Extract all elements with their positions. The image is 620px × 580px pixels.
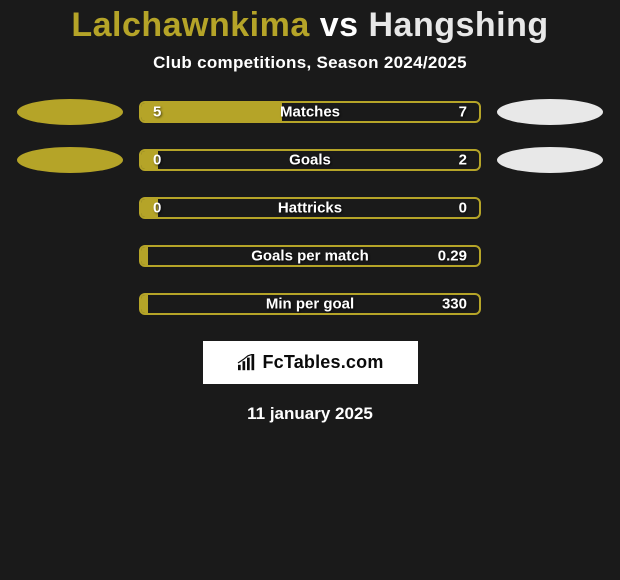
player-b-name: Hangshing [368, 6, 548, 44]
ellipse-spacer [17, 243, 123, 269]
stat-row: Min per goal 330 [0, 293, 620, 315]
stat-label: Hattricks [278, 200, 342, 217]
stat-label: Min per goal [266, 296, 354, 313]
stat-right-value: 2 [459, 152, 467, 169]
page-title: Lalchawnkima vs Hangshing [0, 0, 620, 45]
stat-bar: 5 Matches 7 [139, 101, 481, 123]
stat-label: Matches [280, 104, 340, 121]
date-label: 11 january 2025 [0, 404, 620, 424]
ellipse-spacer [17, 195, 123, 221]
player-a-name: Lalchawnkima [71, 6, 309, 44]
stat-bar-fill [141, 247, 148, 265]
brand-name: FcTables.com [262, 352, 383, 373]
stat-bar: 0 Goals 2 [139, 149, 481, 171]
ellipse-spacer [497, 243, 603, 269]
stat-bar: Goals per match 0.29 [139, 245, 481, 267]
stat-right-value: 0.29 [438, 248, 467, 265]
stat-right-value: 330 [442, 296, 467, 313]
stat-left-value: 5 [153, 104, 161, 121]
vs-separator: vs [310, 6, 369, 44]
stat-row: 0 Goals 2 [0, 149, 620, 171]
ellipse-spacer [497, 195, 603, 221]
stat-bar: 0 Hattricks 0 [139, 197, 481, 219]
stat-row: 5 Matches 7 [0, 101, 620, 123]
stat-rows: 5 Matches 7 0 Goals 2 0 Hattricks 0 Goals per mat… [0, 101, 620, 315]
stat-left-value: 0 [153, 200, 161, 217]
stat-bar-fill [141, 103, 282, 121]
ellipse-spacer [497, 291, 603, 317]
stat-label: Goals [289, 152, 331, 169]
stat-label: Goals per match [251, 248, 369, 265]
stat-left-value: 0 [153, 152, 161, 169]
subtitle: Club competitions, Season 2024/2025 [0, 53, 620, 73]
player-a-badge [17, 147, 123, 173]
stat-row: Goals per match 0.29 [0, 245, 620, 267]
comparison-infographic: Lalchawnkima vs Hangshing Club competiti… [0, 0, 620, 580]
stat-bar-fill [141, 295, 148, 313]
ellipse-spacer [17, 291, 123, 317]
brand-logo-box: FcTables.com [203, 341, 418, 384]
stat-row: 0 Hattricks 0 [0, 197, 620, 219]
player-a-badge [17, 99, 123, 125]
stat-bar: Min per goal 330 [139, 293, 481, 315]
stat-right-value: 7 [459, 104, 467, 121]
player-b-badge [497, 147, 603, 173]
player-b-badge [497, 99, 603, 125]
bar-chart-icon [236, 354, 258, 372]
stat-right-value: 0 [459, 200, 467, 217]
